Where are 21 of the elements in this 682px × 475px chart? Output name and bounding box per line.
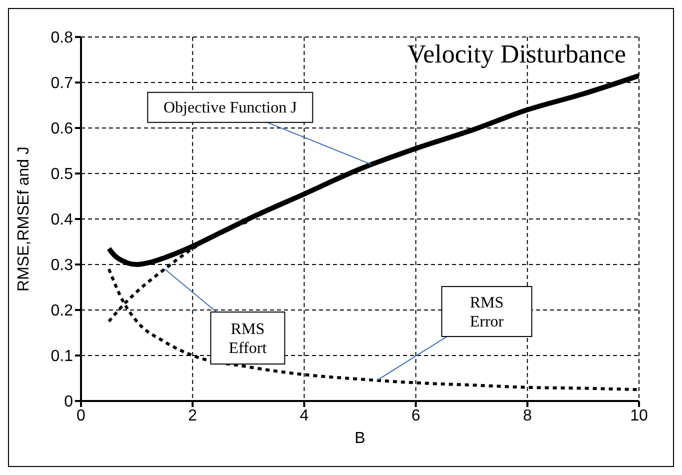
- x-tick-label: 8: [522, 407, 532, 424]
- x-tick-label: 0: [76, 407, 86, 424]
- y-tick-label: 0.4: [50, 212, 74, 229]
- annotation: RMS Error: [470, 294, 504, 330]
- x-tick-label: 6: [411, 407, 420, 424]
- y-tick-label: 0.7: [50, 75, 74, 92]
- y-tick-label: 0.6: [50, 120, 74, 138]
- y-tick-label: 0: [64, 394, 74, 411]
- annotation: Objective Function J: [164, 98, 297, 116]
- chart-title: Velocity Disturbance: [407, 40, 626, 68]
- y-tick-label: 0.8: [50, 30, 74, 47]
- y-tick-label: 0.5: [50, 166, 74, 184]
- y-tick-label: 0.3: [50, 257, 74, 274]
- annotation: RMS Effort: [228, 320, 268, 357]
- y-axis-title: RMSE,RMSEf and J: [16, 146, 33, 292]
- x-tick-label: 4: [300, 407, 309, 424]
- x-axis-title: B: [354, 430, 366, 447]
- y-tick-label: 0.2: [50, 302, 74, 320]
- x-tick-label: 10: [630, 407, 648, 424]
- y-tick-label: 0.1: [50, 348, 74, 366]
- x-tick-label: 2: [188, 407, 198, 424]
